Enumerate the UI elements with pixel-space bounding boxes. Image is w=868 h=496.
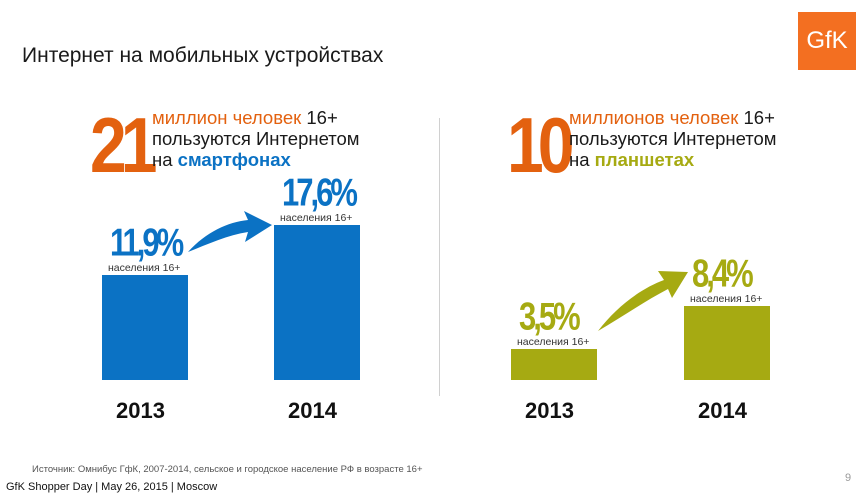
value-sublabel: населения 16+	[106, 262, 183, 275]
footer-text: GfK Shopper Day | May 26, 2015 | Moscow	[6, 481, 218, 493]
bar-2013-tablet	[511, 349, 597, 380]
source-note: Источник: Омнибус ГфК, 2007-2014, сельск…	[32, 464, 423, 475]
lead-line1-accent: миллион человек	[152, 107, 302, 128]
value-sublabel: населения 16+	[278, 212, 355, 225]
value-label-2013: 3,5%	[519, 294, 581, 339]
gfk-logo: GfK	[798, 12, 856, 70]
smartphone-lead-text: миллион человек 16+ пользуются Интернето…	[152, 107, 360, 170]
lead-line3-accent: планшетах	[594, 149, 695, 170]
bar-2014-tablet	[684, 306, 770, 380]
year-label-2013: 2013	[116, 398, 165, 423]
panel-divider	[439, 118, 440, 396]
year-label-2014: 2014	[288, 398, 337, 423]
year-label-2014: 2014	[698, 398, 747, 423]
bar-2014-smartphone	[274, 225, 360, 380]
lead-line1-accent: миллионов человек	[569, 107, 739, 128]
bar-2013-smartphone	[102, 275, 188, 380]
value-label-2013: 11,9%	[110, 220, 184, 265]
tablet-users-number: 10	[507, 101, 574, 189]
growth-arrow-icon	[188, 211, 272, 252]
lead-line3-accent: смартфонах	[177, 149, 291, 170]
page-title: Интернет на мобильных устройствах	[22, 44, 384, 67]
lead-line2: пользуются Интернетом	[152, 128, 360, 149]
value-label-2014: 8,4%	[692, 251, 754, 296]
year-label-2013: 2013	[525, 398, 574, 423]
lead-line3-prefix: на	[152, 149, 178, 170]
tablet-lead-text: миллионов человек 16+ пользуются Интерне…	[569, 107, 777, 170]
value-sublabel: населения 16+	[688, 293, 765, 306]
value-sublabel: населения 16+	[515, 336, 592, 349]
growth-arrow-icon	[598, 271, 688, 331]
value-label-2014: 17,6%	[282, 170, 358, 215]
lead-line1-rest: 16+	[738, 107, 775, 128]
lead-line2: пользуются Интернетом	[569, 128, 777, 149]
lead-line3-prefix: на	[569, 149, 595, 170]
page-number: 9	[845, 472, 852, 484]
smartphone-users-number: 21	[90, 101, 157, 189]
lead-line1-rest: 16+	[301, 107, 338, 128]
